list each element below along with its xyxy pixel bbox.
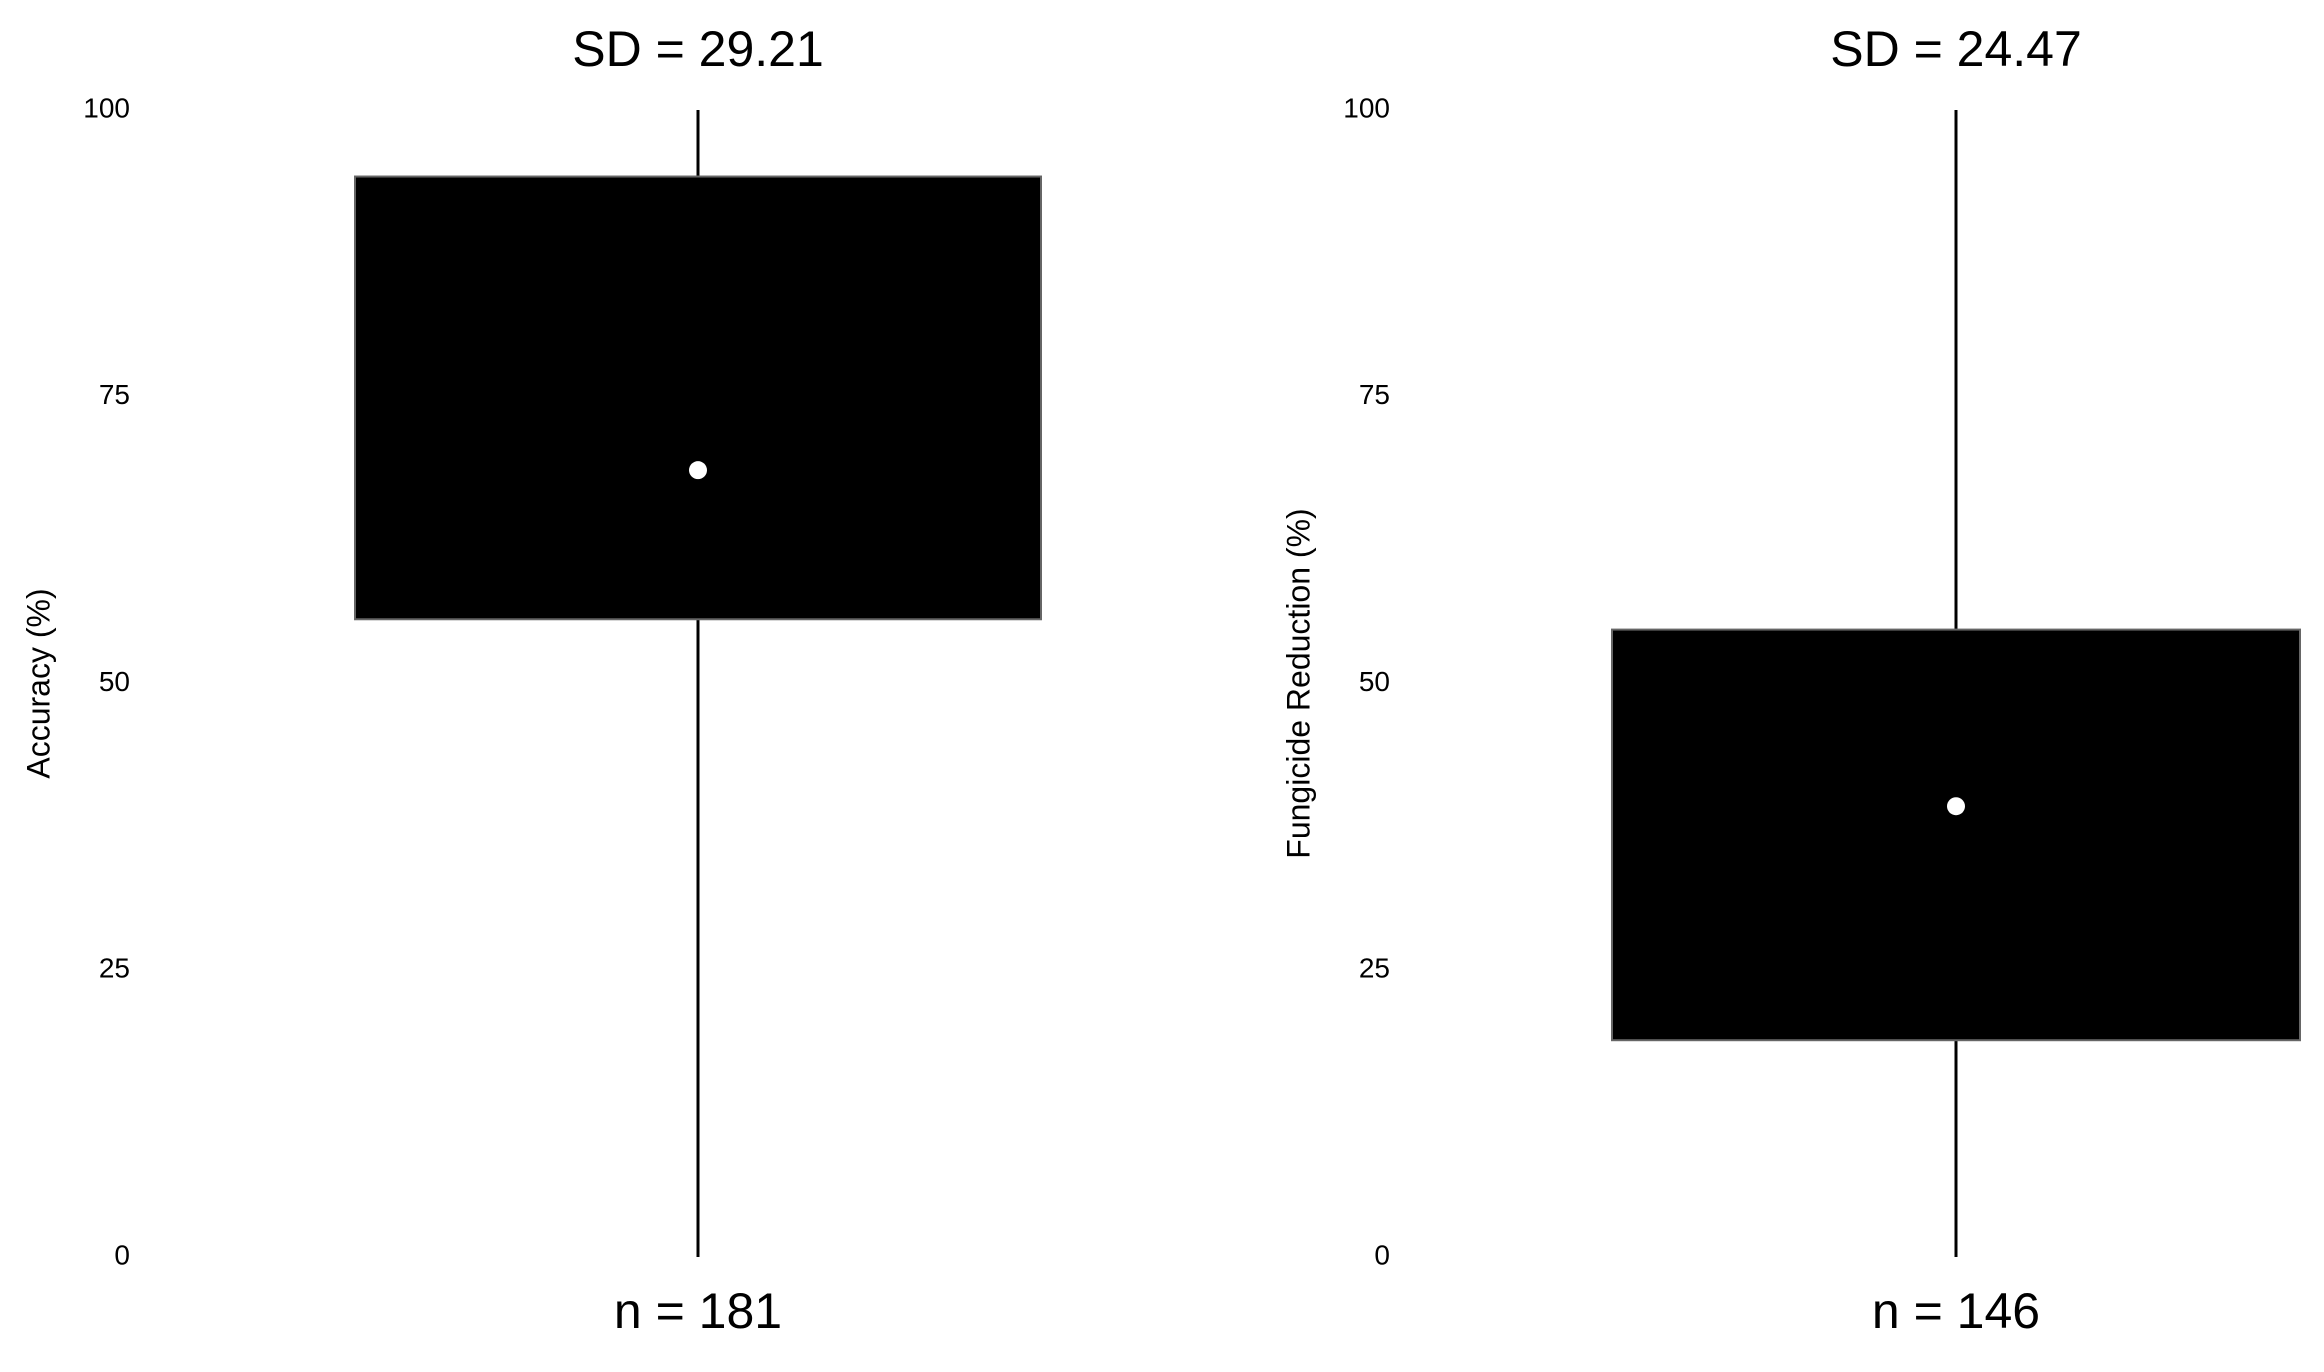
- y-axis-label: Fungicide Reduction (%): [1280, 508, 1316, 858]
- y-tick-label: 50: [1359, 666, 1390, 697]
- n-label: n = 181: [614, 1283, 782, 1339]
- panel-title: SD = 29.21: [572, 21, 824, 77]
- mean-marker: [689, 461, 707, 480]
- y-tick-label: 0: [114, 1239, 130, 1270]
- y-tick-label: 25: [99, 953, 130, 984]
- mean-marker: [1947, 797, 1965, 816]
- box: [354, 175, 1042, 621]
- y-tick-label: 100: [1343, 92, 1390, 123]
- y-tick-label: 75: [99, 379, 130, 410]
- y-tick-label: 50: [99, 666, 130, 697]
- box: [1611, 628, 2301, 1042]
- panel-title: SD = 24.47: [1830, 21, 2082, 77]
- n-label: n = 146: [1872, 1283, 2040, 1339]
- y-tick-label: 0: [1374, 1239, 1390, 1270]
- y-tick-label: 100: [83, 92, 130, 123]
- y-tick-label: 75: [1359, 379, 1390, 410]
- y-tick-label: 25: [1359, 953, 1390, 984]
- y-axis-label: Accuracy (%): [20, 588, 56, 778]
